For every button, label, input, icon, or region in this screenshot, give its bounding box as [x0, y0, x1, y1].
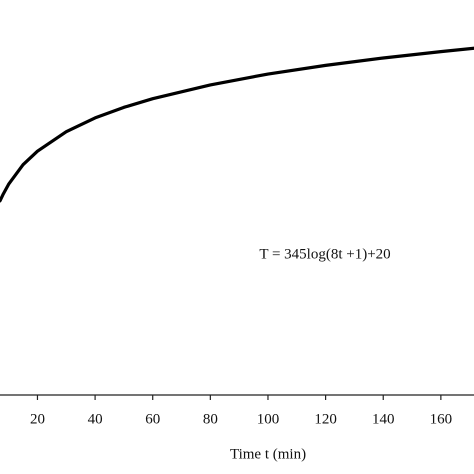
x-tick-label: 140 [372, 411, 395, 427]
x-tick-label: 80 [203, 411, 218, 427]
x-tick-label: 20 [30, 411, 45, 427]
x-tick-label: 120 [314, 411, 337, 427]
x-axis-title: Time t (min) [230, 446, 306, 462]
x-tick-label: 40 [88, 411, 103, 427]
data-line [0, 46, 474, 203]
x-tick-label: 60 [145, 411, 160, 427]
x-tick-label: 160 [430, 411, 453, 427]
x-tick-label: 100 [257, 411, 280, 427]
formula-annotation: T = 345log(8t +1)+20 [259, 246, 390, 262]
